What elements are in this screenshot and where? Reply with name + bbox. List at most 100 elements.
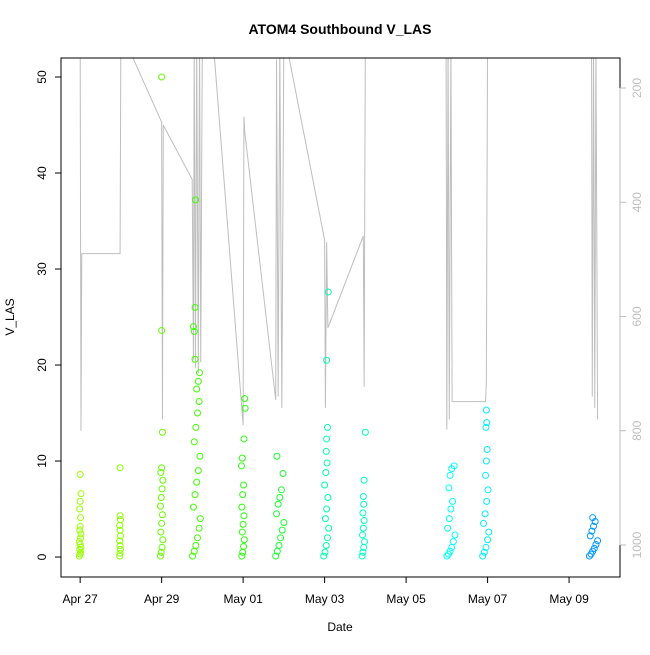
point (157, 469, 165, 477)
point (116, 526, 124, 534)
point (321, 481, 329, 489)
point (193, 409, 201, 417)
point (158, 519, 166, 527)
point (359, 524, 367, 532)
point (482, 457, 490, 465)
point (480, 548, 488, 556)
point (189, 552, 197, 560)
y-axis-label: V_LAS (3, 298, 17, 335)
point (594, 537, 602, 545)
point (76, 522, 84, 530)
x-tick-label: Apr 29 (144, 592, 180, 606)
y2-tick-label: 200 (630, 78, 644, 98)
point (479, 552, 487, 560)
point (241, 404, 249, 412)
y-tick-label: 0 (35, 553, 49, 560)
point (240, 512, 248, 520)
point (324, 288, 332, 296)
point (158, 511, 166, 519)
point (77, 490, 85, 498)
point (278, 526, 286, 534)
point (239, 520, 247, 528)
x-axis-label: Date (327, 620, 353, 634)
point (480, 519, 488, 527)
point (279, 470, 287, 478)
point (196, 515, 204, 523)
point (275, 542, 283, 550)
point (157, 548, 165, 556)
point (482, 406, 490, 414)
point (116, 542, 124, 550)
point (156, 552, 164, 560)
point (159, 476, 167, 484)
point (361, 428, 369, 436)
point (325, 524, 333, 532)
x-tick-label: May 05 (386, 592, 426, 606)
point (323, 459, 331, 467)
point (586, 532, 594, 540)
point (159, 536, 167, 544)
point (484, 536, 492, 544)
point (75, 538, 83, 546)
point (77, 530, 85, 538)
point (116, 512, 124, 520)
x-tick-label: Apr 27 (62, 592, 98, 606)
point (116, 545, 124, 553)
point (191, 303, 199, 311)
point (444, 524, 452, 532)
point (359, 531, 367, 539)
point (272, 552, 280, 560)
point (323, 423, 331, 431)
point (449, 497, 457, 505)
point (238, 552, 246, 560)
y-tick-label: 30 (35, 262, 49, 276)
point (483, 419, 491, 427)
point (321, 548, 329, 556)
point (323, 505, 331, 513)
point (445, 515, 453, 523)
point (482, 543, 490, 551)
x-tick-label: May 03 (305, 592, 345, 606)
point (482, 423, 490, 431)
point (443, 552, 451, 560)
point (238, 503, 246, 511)
point (196, 369, 204, 377)
point (77, 548, 85, 556)
point (194, 467, 202, 475)
point (274, 500, 282, 508)
point (280, 518, 288, 526)
point (485, 528, 493, 536)
point (590, 544, 598, 552)
point (590, 522, 598, 530)
point (358, 552, 366, 560)
point (189, 323, 197, 331)
point (192, 423, 200, 431)
point (189, 503, 197, 511)
depth-line (79, 58, 599, 431)
point (157, 528, 165, 536)
point (191, 355, 199, 363)
point (588, 527, 596, 535)
point (273, 452, 281, 460)
point (191, 491, 199, 499)
point (76, 541, 84, 549)
line-layer (79, 58, 599, 431)
point (238, 454, 246, 462)
point (273, 510, 281, 518)
point (237, 462, 245, 470)
point (158, 73, 166, 81)
point (158, 428, 166, 436)
point (158, 485, 166, 493)
point (76, 526, 84, 534)
point (482, 471, 490, 479)
point (451, 531, 459, 539)
point (158, 464, 166, 472)
point (585, 552, 593, 560)
point (360, 476, 368, 484)
point (446, 547, 454, 555)
point (157, 494, 165, 502)
point (323, 534, 331, 542)
point (76, 545, 84, 553)
point (240, 536, 248, 544)
point (238, 528, 246, 536)
